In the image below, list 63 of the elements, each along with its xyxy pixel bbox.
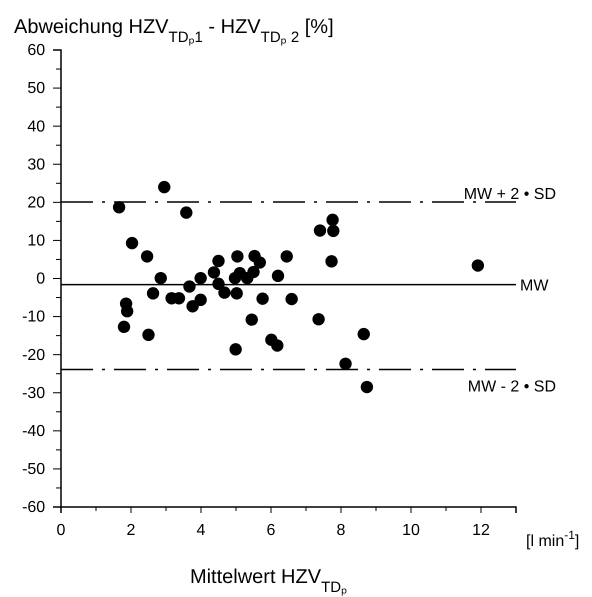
y-tick-label: 20 <box>27 194 46 212</box>
point <box>183 280 196 293</box>
y-tick-label: -10 <box>22 308 46 326</box>
point <box>158 180 170 194</box>
point <box>120 305 134 318</box>
point <box>142 328 155 342</box>
ref-line-label: MW - 2 • SD <box>468 378 556 396</box>
point <box>254 256 266 269</box>
point <box>312 313 325 326</box>
point <box>126 236 138 250</box>
point <box>212 254 225 268</box>
x-tick-label: 2 <box>126 522 136 540</box>
x-tick-label: 0 <box>56 522 66 540</box>
ref-line-label: MW <box>520 278 550 295</box>
point <box>241 272 254 284</box>
x-tick-label: 4 <box>196 522 206 540</box>
y-tick-label: 40 <box>27 118 46 136</box>
point <box>360 380 374 394</box>
x-tick-label: 6 <box>266 522 276 540</box>
point <box>118 320 130 334</box>
y-tick-label: -30 <box>22 384 46 402</box>
point <box>325 255 338 268</box>
y-tick-label: -20 <box>22 346 46 364</box>
x-tick-label: 12 <box>472 522 490 540</box>
point <box>112 201 126 214</box>
point <box>208 266 220 279</box>
point <box>230 287 243 300</box>
point <box>229 343 242 356</box>
y-tick-label: 50 <box>27 80 46 98</box>
y-tick-label: 30 <box>27 156 46 174</box>
point <box>140 250 154 263</box>
x-axis-title: Mittelwert HZV$_{TDₚ}$ <box>190 566 348 596</box>
point <box>271 339 284 352</box>
x-tick-label: 10 <box>402 522 420 540</box>
point <box>146 287 160 300</box>
point <box>186 300 199 312</box>
point <box>256 292 269 305</box>
x-tick-label: 8 <box>336 522 346 540</box>
text: [l min$^{-1}$] <box>526 528 580 550</box>
point <box>218 286 231 299</box>
point <box>194 272 207 284</box>
point <box>194 294 207 306</box>
point <box>272 270 284 282</box>
point <box>472 259 484 272</box>
y-tick-label: 10 <box>27 232 46 250</box>
point <box>154 272 167 284</box>
point <box>246 313 258 326</box>
y-tick-label: 0 <box>36 270 46 288</box>
y-tick-label: -40 <box>22 422 46 440</box>
point <box>326 214 339 226</box>
point <box>285 292 298 306</box>
point <box>180 206 192 219</box>
point <box>358 328 370 340</box>
ref-line-label: MW + 2 • SD <box>464 186 556 203</box>
point <box>280 250 293 263</box>
point <box>314 224 326 237</box>
point <box>231 250 244 263</box>
y-tick-label: -60 <box>22 499 46 516</box>
point <box>339 358 352 370</box>
y-tick-label: 60 <box>27 42 46 60</box>
y-tick-label: -50 <box>22 461 46 478</box>
point <box>327 224 340 238</box>
point <box>212 278 225 290</box>
